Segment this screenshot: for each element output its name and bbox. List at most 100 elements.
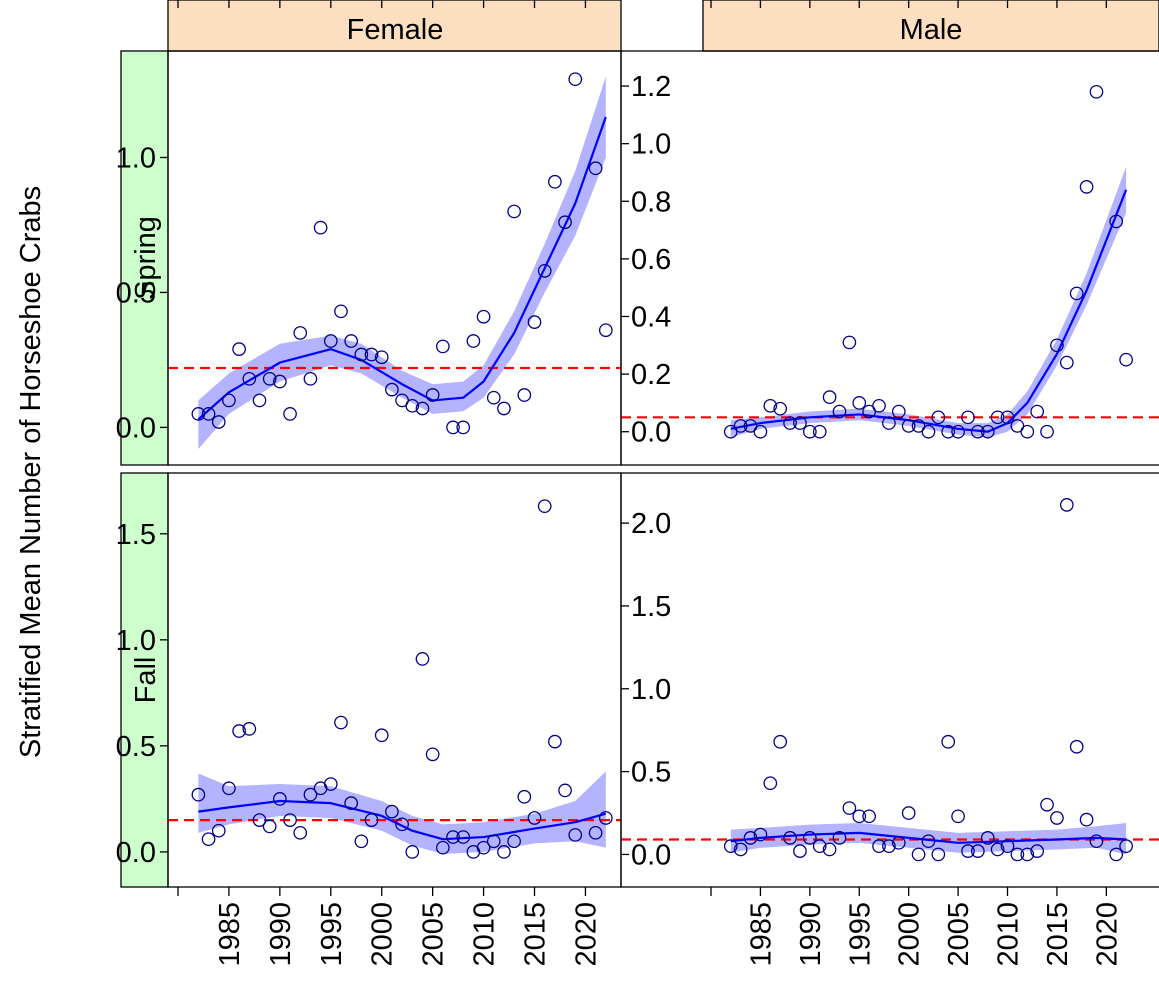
confidence-band-female-fall <box>198 771 606 855</box>
y-tick-label: 0.0 <box>631 839 671 871</box>
x-tick-label: 1985 <box>745 902 777 967</box>
data-point <box>354 347 369 362</box>
data-point <box>1119 839 1133 854</box>
x-tick-label: 2010 <box>469 902 501 967</box>
data-point <box>951 809 965 824</box>
data-point <box>303 787 318 802</box>
data-point <box>568 828 583 842</box>
data-point <box>262 371 277 386</box>
data-point <box>1010 847 1025 862</box>
strip-fall <box>120 472 169 888</box>
data-point <box>941 424 956 439</box>
data-point <box>456 420 471 435</box>
data-point <box>598 323 613 338</box>
data-point <box>921 834 936 849</box>
data-point <box>743 831 758 845</box>
data-point <box>273 792 287 806</box>
data-point <box>1020 424 1035 439</box>
data-point <box>385 382 399 397</box>
row-label-fall: Fall <box>130 657 162 704</box>
data-point <box>793 844 807 858</box>
x-axes: 1985 1990 1995 2000 2005 2010 2015 2020 1985 1990… <box>177 0 1123 967</box>
data-point <box>1109 847 1124 862</box>
y-tick-label: 0.6 <box>631 244 671 276</box>
data-point <box>1089 84 1104 99</box>
data-point <box>1030 844 1045 858</box>
data-point <box>435 339 450 354</box>
data-point <box>262 819 277 834</box>
y-tick-label: 1.0 <box>116 625 156 657</box>
data-point <box>852 809 867 824</box>
x-tick-label: 1985 <box>214 902 246 967</box>
data-point <box>232 724 246 738</box>
column-label-male: Male <box>900 14 963 46</box>
y-tick-label: 0.0 <box>116 837 156 869</box>
data-point <box>1040 797 1054 812</box>
data-point <box>961 844 975 858</box>
data-point <box>507 204 521 219</box>
y-tick-label: 1.0 <box>116 142 156 174</box>
data-point <box>931 410 946 425</box>
x-tick-label: 2005 <box>943 902 975 967</box>
smooth-line-female-spring <box>197 116 607 421</box>
y-tick-label: 0.5 <box>116 277 156 309</box>
panel-female-fall: 0.0 0.5 1.0 1.5 <box>116 472 622 888</box>
data-point <box>385 804 399 819</box>
data-point <box>568 72 583 87</box>
y-tick-label: 2.0 <box>631 508 671 540</box>
smooth-line-male-fall <box>730 831 1127 844</box>
data-point <box>911 847 926 862</box>
panel-border-male-spring <box>620 50 1159 466</box>
x-tick-label: 2000 <box>894 902 926 967</box>
data-point <box>222 393 236 408</box>
y-tick-label: 0.0 <box>631 417 671 449</box>
data-point <box>1000 410 1015 425</box>
data-point <box>537 263 552 278</box>
y-tick-label: 1.5 <box>116 519 156 551</box>
data-point <box>852 396 867 410</box>
data-point <box>733 842 748 857</box>
data-point <box>313 220 328 235</box>
x-tick-label: 2015 <box>1042 902 1074 967</box>
data-point <box>486 834 501 849</box>
data-point <box>588 825 603 840</box>
data-point <box>374 728 389 743</box>
data-point <box>497 401 511 416</box>
row-label-spring: Spring <box>130 216 162 300</box>
x-tick-label: 2020 <box>570 902 602 967</box>
smooth-line-male-spring <box>730 189 1128 433</box>
data-point <box>763 776 778 791</box>
y-tick-label: 1.0 <box>631 129 671 161</box>
data-point <box>486 390 501 405</box>
data-point <box>753 424 768 439</box>
data-point <box>773 734 788 749</box>
data-point <box>517 789 532 804</box>
data-point <box>283 407 297 421</box>
data-point <box>1059 498 1074 512</box>
data-point <box>980 831 995 845</box>
data-point <box>812 839 827 854</box>
data-point <box>344 796 359 810</box>
data-point <box>1119 352 1133 367</box>
data-point <box>242 722 257 736</box>
data-point <box>842 335 857 350</box>
data-point <box>773 401 788 416</box>
data-point <box>476 309 491 324</box>
data-point <box>364 347 379 362</box>
data-point <box>1059 355 1074 370</box>
data-point <box>415 401 430 416</box>
data-point <box>872 839 886 854</box>
data-point <box>405 845 420 859</box>
data-point <box>273 374 287 389</box>
y-tick-label: 0.0 <box>116 412 156 444</box>
data-point <box>252 393 267 408</box>
x-tick-label: 2000 <box>367 902 399 967</box>
data-point <box>588 161 603 176</box>
column-label-female: Female <box>347 14 444 46</box>
data-point <box>456 830 471 844</box>
data-point <box>507 834 521 849</box>
data-point <box>1000 839 1015 854</box>
panel-male-fall: 0.0 0.5 1.0 1.5 2.0 <box>620 472 1159 888</box>
data-point <box>517 388 532 402</box>
data-point <box>723 839 738 854</box>
